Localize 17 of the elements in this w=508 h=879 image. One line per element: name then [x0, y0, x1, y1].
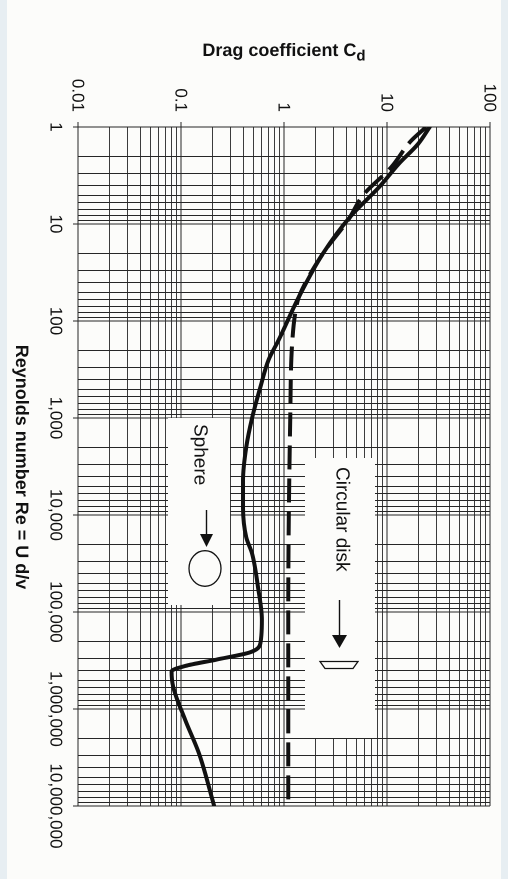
y-tick-label: 10	[46, 214, 66, 234]
y-axis-title: Reynolds number Re = U d/v	[12, 344, 32, 589]
y-tick-label: 1,000	[46, 396, 66, 440]
y-tick-label: 1,000,000	[46, 671, 66, 747]
x-tick-label: 1	[274, 102, 294, 112]
text: Sphere	[190, 424, 210, 486]
y-tick-label: 10,000,000	[46, 763, 66, 849]
y-tick-label: 10,000	[46, 489, 66, 541]
y-tick-label: 100,000	[46, 581, 66, 643]
y-tick-label: 100	[46, 306, 66, 336]
x-tick-label: 10	[378, 93, 396, 112]
x-tick-label: 100	[480, 84, 500, 112]
x-axis-title: Drag coefficient C$_{d}$	[202, 40, 366, 66]
y-tick-label: 1	[46, 122, 66, 132]
x-tick-label: 0.1	[172, 88, 190, 112]
text: Circular disk	[332, 467, 352, 572]
x-tick-label: 0.01	[68, 78, 88, 112]
